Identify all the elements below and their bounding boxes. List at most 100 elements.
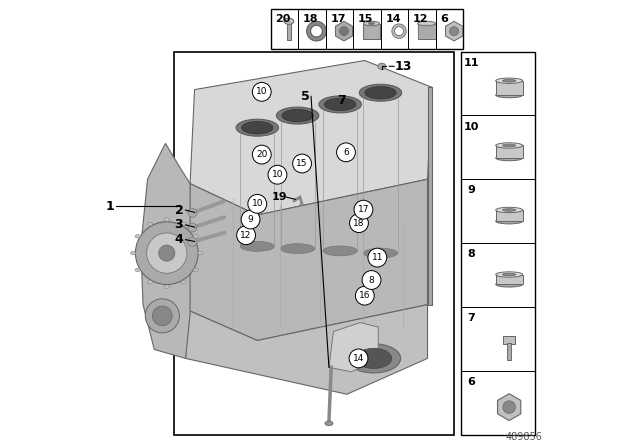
Ellipse shape [323,246,357,256]
Ellipse shape [496,219,523,224]
FancyBboxPatch shape [418,23,436,39]
Ellipse shape [365,86,396,99]
Text: 7: 7 [337,94,346,108]
Ellipse shape [135,235,140,238]
Ellipse shape [240,241,275,251]
FancyBboxPatch shape [507,343,511,360]
Text: 16: 16 [359,291,371,300]
Ellipse shape [319,96,362,113]
Text: 18: 18 [353,219,365,228]
FancyBboxPatch shape [271,9,463,49]
Ellipse shape [496,78,523,83]
Circle shape [449,27,458,36]
FancyBboxPatch shape [503,336,515,344]
Text: 3: 3 [175,218,183,232]
Text: 8: 8 [369,276,374,284]
Circle shape [503,401,515,414]
Polygon shape [428,87,432,305]
Text: 17: 17 [358,205,369,214]
Text: 10: 10 [252,199,263,208]
Circle shape [145,299,179,333]
Ellipse shape [164,285,170,289]
Text: 5: 5 [301,90,310,103]
FancyBboxPatch shape [174,52,454,435]
Circle shape [292,154,312,173]
Circle shape [248,194,267,213]
Polygon shape [141,143,190,358]
Ellipse shape [496,92,523,98]
Text: 14: 14 [385,14,401,24]
Text: 10: 10 [256,87,268,96]
FancyBboxPatch shape [496,210,523,221]
Ellipse shape [502,273,516,276]
Text: 10: 10 [272,170,283,179]
Ellipse shape [364,248,397,258]
Circle shape [355,286,374,305]
Ellipse shape [368,22,375,25]
Ellipse shape [131,251,136,255]
FancyBboxPatch shape [364,23,380,39]
Text: 20: 20 [275,14,291,24]
Circle shape [188,223,197,232]
Circle shape [152,306,172,326]
Ellipse shape [496,207,523,213]
Ellipse shape [502,79,516,82]
Circle shape [354,200,373,219]
Ellipse shape [147,280,153,284]
Circle shape [349,214,369,233]
Ellipse shape [198,251,203,255]
Text: 10: 10 [463,121,479,132]
Text: 15: 15 [358,14,373,24]
FancyBboxPatch shape [496,81,523,95]
Ellipse shape [324,98,356,111]
Text: 6: 6 [467,377,475,387]
Ellipse shape [496,272,523,277]
Ellipse shape [502,209,516,211]
FancyBboxPatch shape [496,146,523,158]
Circle shape [188,237,197,246]
Polygon shape [497,394,521,421]
Text: 18: 18 [303,14,318,24]
Text: 14: 14 [353,354,364,363]
Ellipse shape [135,268,140,271]
Ellipse shape [502,144,516,147]
Ellipse shape [282,109,314,122]
Ellipse shape [496,155,523,161]
Circle shape [349,349,368,368]
Ellipse shape [193,268,198,271]
Circle shape [136,222,198,284]
Text: 4: 4 [175,233,183,246]
Ellipse shape [378,63,386,69]
Circle shape [241,210,260,229]
Ellipse shape [276,107,319,124]
Text: 6: 6 [440,14,448,24]
Ellipse shape [236,119,278,136]
Ellipse shape [356,349,392,369]
Text: 8: 8 [467,249,475,259]
Ellipse shape [347,344,401,373]
FancyBboxPatch shape [461,52,535,435]
FancyBboxPatch shape [287,22,291,40]
Ellipse shape [496,143,523,148]
Text: 6: 6 [343,148,349,157]
Text: 17: 17 [330,14,346,24]
Ellipse shape [284,18,294,25]
Circle shape [237,226,255,245]
Ellipse shape [417,21,435,26]
Text: 13: 13 [394,60,412,73]
Text: 19: 19 [272,192,287,202]
Ellipse shape [164,218,170,221]
Ellipse shape [364,21,380,26]
Text: 15: 15 [296,159,308,168]
Circle shape [159,245,175,261]
Ellipse shape [147,222,153,226]
Text: 12: 12 [413,14,428,24]
Circle shape [147,233,187,273]
Text: 1: 1 [105,199,114,213]
Circle shape [268,165,287,184]
Text: 20: 20 [256,150,268,159]
Ellipse shape [193,234,198,238]
Polygon shape [335,22,353,41]
Ellipse shape [359,84,402,101]
Circle shape [188,208,197,217]
